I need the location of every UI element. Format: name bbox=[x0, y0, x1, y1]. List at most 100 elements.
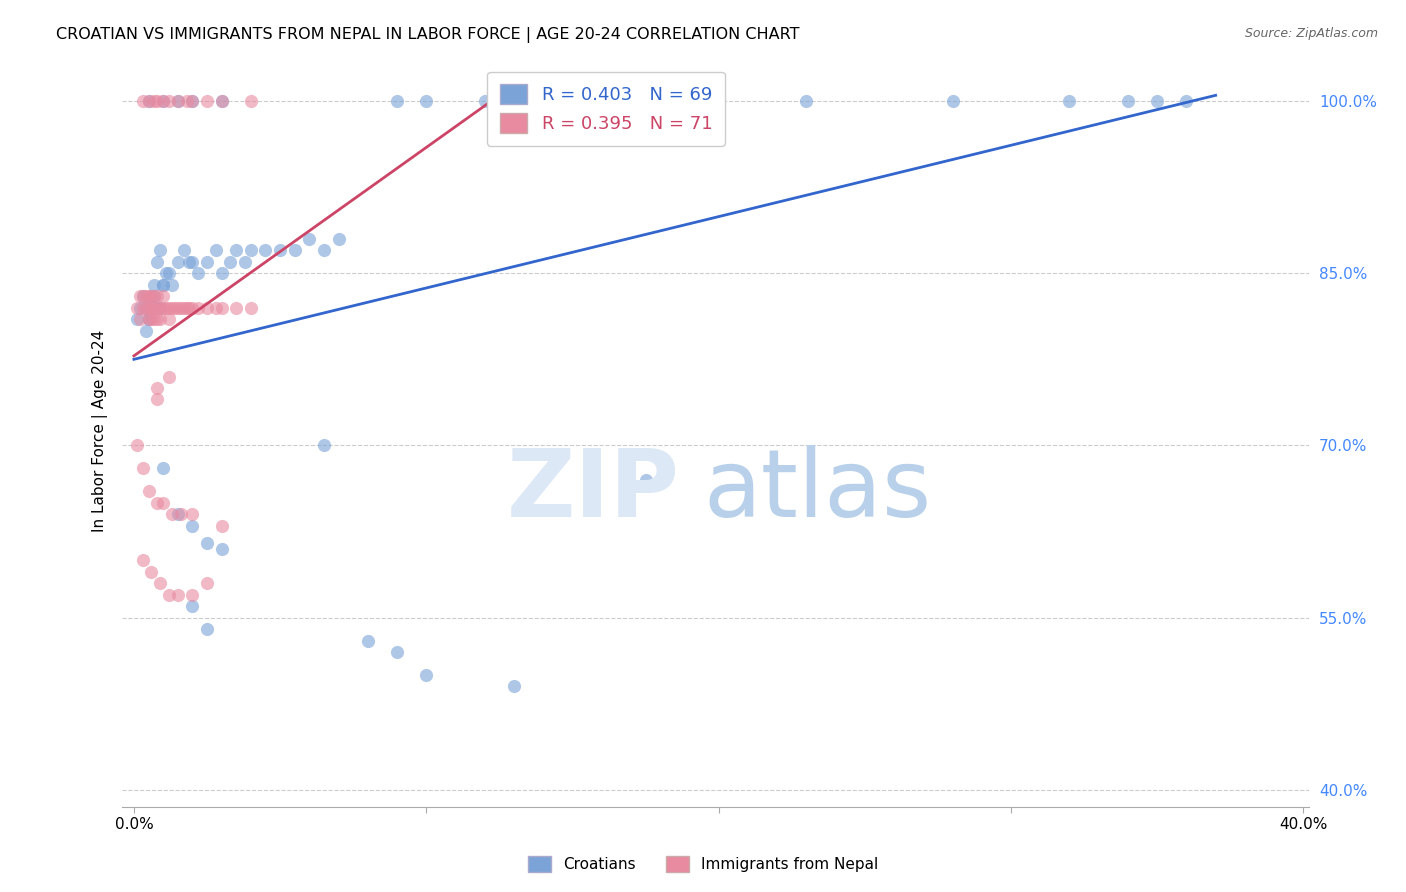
Point bbox=[157, 266, 180, 280]
Point bbox=[225, 244, 247, 258]
Point bbox=[328, 232, 350, 246]
Point bbox=[166, 588, 188, 602]
Point bbox=[233, 254, 256, 268]
Point bbox=[138, 312, 160, 326]
Point bbox=[170, 508, 193, 522]
Point bbox=[157, 94, 180, 108]
Point bbox=[143, 289, 166, 303]
Point bbox=[149, 301, 172, 315]
Point bbox=[219, 254, 242, 268]
Point bbox=[141, 289, 163, 303]
Point bbox=[146, 301, 169, 315]
Point bbox=[157, 588, 180, 602]
Point bbox=[157, 312, 180, 326]
Point bbox=[138, 301, 160, 315]
Point bbox=[155, 301, 177, 315]
Point bbox=[166, 254, 188, 268]
Point bbox=[195, 254, 218, 268]
Point bbox=[131, 553, 153, 567]
Point bbox=[143, 301, 166, 315]
Point bbox=[179, 301, 201, 315]
Point bbox=[211, 518, 233, 533]
Point bbox=[204, 301, 226, 315]
Point bbox=[125, 438, 148, 452]
Text: atlas: atlas bbox=[704, 445, 932, 537]
Text: Source: ZipAtlas.com: Source: ZipAtlas.com bbox=[1244, 27, 1378, 40]
Point bbox=[125, 312, 148, 326]
Point bbox=[146, 392, 169, 407]
Point bbox=[195, 536, 218, 550]
Point bbox=[796, 94, 818, 108]
Point bbox=[143, 312, 166, 326]
Point bbox=[166, 94, 188, 108]
Point bbox=[1175, 94, 1198, 108]
Point bbox=[187, 266, 209, 280]
Point bbox=[149, 312, 172, 326]
Point bbox=[415, 94, 437, 108]
Point bbox=[357, 633, 380, 648]
Point bbox=[385, 94, 408, 108]
Point bbox=[173, 301, 195, 315]
Point bbox=[181, 94, 204, 108]
Point bbox=[157, 301, 180, 315]
Point bbox=[312, 438, 335, 452]
Point bbox=[195, 576, 218, 591]
Point bbox=[176, 301, 198, 315]
Point bbox=[195, 622, 218, 636]
Point bbox=[312, 244, 335, 258]
Point bbox=[163, 301, 186, 315]
Point bbox=[254, 244, 277, 258]
Point bbox=[211, 94, 233, 108]
Point bbox=[141, 301, 163, 315]
Legend: R = 0.403   N = 69, R = 0.395   N = 71: R = 0.403 N = 69, R = 0.395 N = 71 bbox=[488, 71, 724, 145]
Point bbox=[239, 94, 262, 108]
Point bbox=[138, 312, 160, 326]
Point bbox=[152, 277, 174, 292]
Point bbox=[146, 289, 169, 303]
Point bbox=[620, 94, 643, 108]
Point bbox=[138, 312, 160, 326]
Point bbox=[149, 244, 172, 258]
Point bbox=[204, 244, 226, 258]
Point bbox=[146, 301, 169, 315]
Point bbox=[239, 244, 262, 258]
Point bbox=[181, 301, 204, 315]
Point bbox=[225, 301, 247, 315]
Point bbox=[181, 599, 204, 613]
Point bbox=[135, 289, 157, 303]
Point bbox=[474, 94, 496, 108]
Point bbox=[211, 266, 233, 280]
Point bbox=[152, 461, 174, 475]
Point bbox=[1146, 94, 1168, 108]
Point bbox=[149, 301, 172, 315]
Point bbox=[152, 277, 174, 292]
Point bbox=[135, 301, 157, 315]
Point bbox=[181, 518, 204, 533]
Point bbox=[143, 289, 166, 303]
Point bbox=[211, 541, 233, 556]
Point bbox=[166, 94, 188, 108]
Point bbox=[181, 94, 204, 108]
Point bbox=[239, 301, 262, 315]
Point bbox=[152, 289, 174, 303]
Point bbox=[155, 266, 177, 280]
Point bbox=[149, 576, 172, 591]
Point bbox=[125, 301, 148, 315]
Point bbox=[160, 508, 183, 522]
Point bbox=[141, 301, 163, 315]
Point bbox=[385, 645, 408, 659]
Point bbox=[141, 289, 163, 303]
Point bbox=[160, 277, 183, 292]
Point bbox=[138, 94, 160, 108]
Point bbox=[707, 94, 730, 108]
Point bbox=[146, 312, 169, 326]
Point bbox=[176, 94, 198, 108]
Text: ZIP: ZIP bbox=[508, 445, 681, 537]
Point bbox=[128, 289, 150, 303]
Point bbox=[143, 94, 166, 108]
Point bbox=[634, 473, 657, 487]
Point bbox=[298, 232, 321, 246]
Point bbox=[131, 301, 153, 315]
Point bbox=[135, 301, 157, 315]
Point bbox=[146, 496, 169, 510]
